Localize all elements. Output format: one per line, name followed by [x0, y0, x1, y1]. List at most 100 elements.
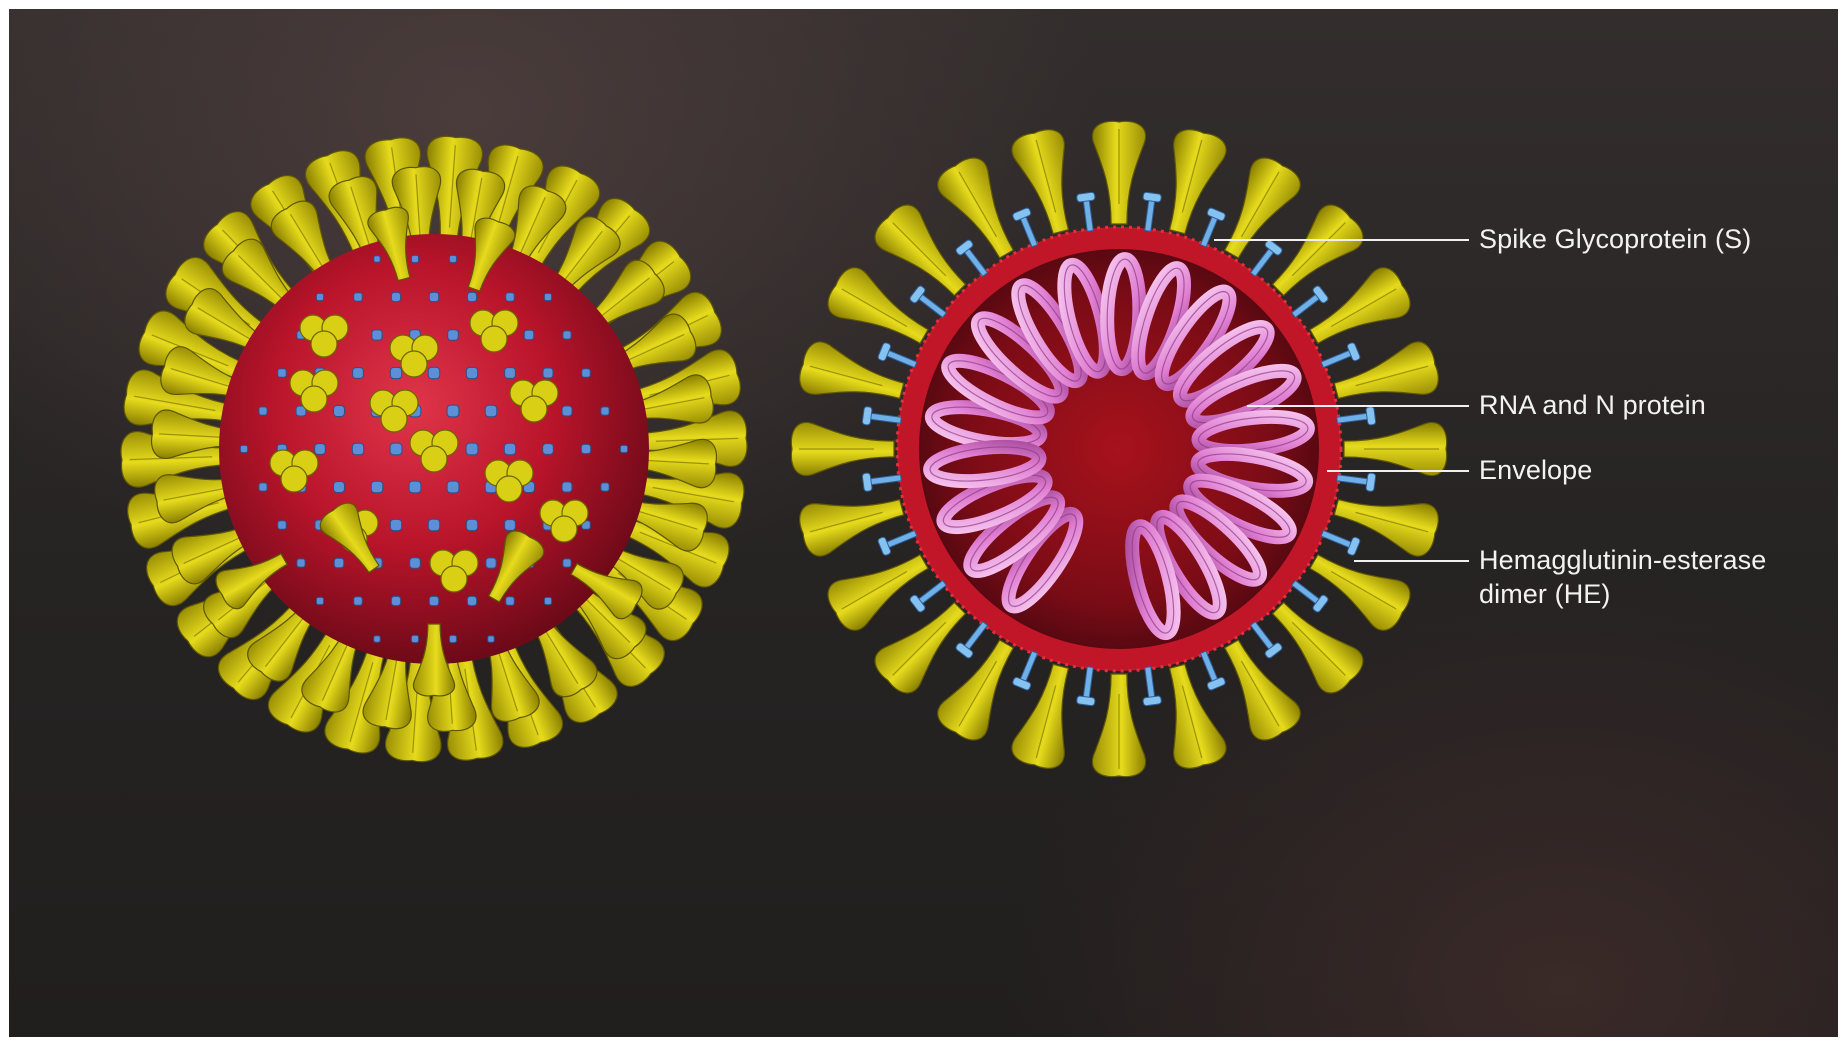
hemagglutinin-esterase-dimer — [466, 291, 478, 303]
hemagglutinin-esterase-dimer — [258, 406, 268, 416]
spike-glycoprotein-top — [429, 549, 479, 593]
hemagglutinin-esterase-dimer — [861, 406, 902, 426]
hemagglutinin-esterase-dimer — [1336, 406, 1377, 426]
illustration-frame: Spike Glycoprotein (S) RNA and N protein… — [9, 9, 1838, 1037]
spike-glycoprotein-top — [389, 334, 439, 378]
hemagglutinin-esterase-dimer — [352, 367, 364, 379]
full-virion — [120, 135, 748, 763]
spike-glycoprotein-label: Spike Glycoprotein (S) — [1479, 224, 1752, 254]
hemagglutinin-esterase-dimer — [523, 329, 535, 341]
hemagglutinin-esterase-dimer — [239, 444, 249, 454]
spike-glycoprotein — [1271, 601, 1364, 694]
hemagglutinin-esterase-dimer — [427, 366, 441, 380]
hemagglutinin-esterase-dimer — [428, 595, 440, 607]
hemagglutinin-esterase-dimer — [1336, 472, 1377, 492]
hemagglutinin-esterase-dimer — [373, 635, 381, 643]
spike-callout-line — [1214, 239, 1469, 241]
hemagglutinin-esterase-dimer — [295, 405, 307, 417]
spike-glycoprotein-top — [289, 369, 339, 413]
hemagglutinin-esterase-dimer — [408, 480, 422, 494]
spike-glycoprotein-top — [539, 499, 589, 543]
spike-glycoprotein — [1011, 663, 1070, 769]
hemagglutinin-esterase-dimer — [542, 443, 554, 455]
hemagglutinin-esterase-dimer — [581, 368, 591, 378]
spike-glycoprotein — [1343, 422, 1448, 476]
he-callout-line — [1354, 560, 1469, 562]
spike-glycoprotein — [570, 562, 643, 620]
hemagglutinin-esterase-dimer — [353, 596, 363, 606]
hemagglutinin-esterase-dimer — [1012, 207, 1039, 248]
hemagglutinin-esterase-dimer — [448, 634, 458, 644]
spike-glycoprotein-top — [409, 429, 459, 473]
hemagglutinin-esterase-dimer — [619, 444, 629, 454]
spike-glycoprotein — [319, 502, 380, 574]
hemagglutinin-esterase-dimer — [277, 520, 287, 530]
hemagglutinin-esterase-dimer — [370, 480, 384, 494]
hemagglutinin-esterase-dimer — [1290, 285, 1329, 319]
spike-glycoprotein — [1092, 120, 1146, 225]
hemagglutinin-esterase-dimer — [1249, 239, 1283, 278]
hemagglutinin-esterase-dimer — [1142, 191, 1162, 232]
hemagglutinin-esterase-dimer — [258, 482, 268, 492]
hemagglutinin-esterase-dimer — [447, 329, 459, 341]
hemagglutinin-esterase-dimer — [600, 406, 610, 416]
hemagglutinin-esterase-dimer — [389, 442, 403, 456]
spike-glycoprotein — [467, 217, 516, 292]
spike-glycoprotein — [874, 601, 967, 694]
hemagglutinin-esterase-dimer — [909, 579, 948, 613]
rna-n-protein-label: RNA and N protein — [1479, 390, 1706, 420]
hemagglutinin-esterase-dimer — [1320, 342, 1361, 369]
hemagglutinin-esterase-dimer — [1199, 207, 1226, 248]
hemagglutinin-esterase-dimer — [333, 481, 345, 493]
spike-glycoprotein — [937, 157, 1015, 259]
hemagglutinin-esterase-dimer — [1012, 650, 1039, 691]
hemagglutinin-esterase-dimer — [314, 443, 326, 455]
hemagglutinin-esterase-dimer — [315, 292, 325, 302]
hemagglutinin-esterase-dimer — [390, 595, 402, 607]
spike-glycoprotein — [1271, 204, 1364, 297]
spike-glycoprotein — [1333, 341, 1439, 400]
spike-glycoprotein-top — [299, 314, 349, 358]
envelope-callout-line — [1327, 470, 1469, 472]
hemagglutinin-esterase-dimer — [503, 442, 517, 456]
hemagglutinin-esterase-dimer — [1076, 191, 1096, 232]
hemagglutinin-esterase-dimer — [1249, 620, 1283, 659]
hemagglutinin-esterase-dimer — [561, 481, 573, 493]
hemagglutinin-esterase-dimer — [296, 558, 306, 568]
spike-glycoprotein — [1309, 267, 1411, 345]
hemagglutinin-esterase-dimer — [543, 292, 553, 302]
hemagglutinin-esterase-label-line2: dimer (HE) — [1479, 579, 1611, 609]
hemagglutinin-esterase-dimer — [561, 405, 573, 417]
spike-glycoprotein-top — [509, 379, 559, 423]
hemagglutinin-esterase-dimer — [487, 635, 495, 643]
spike-glycoprotein — [937, 639, 1015, 741]
spike-glycoprotein — [151, 409, 251, 459]
spike-glycoprotein-top — [469, 309, 519, 353]
hemagglutinin-esterase-dimer — [409, 557, 421, 569]
spike-glycoprotein — [1309, 553, 1411, 631]
hemagglutinin-esterase-dimer — [600, 482, 610, 492]
hemagglutinin-esterase-dimer — [562, 330, 572, 340]
envelope-label: Envelope — [1479, 455, 1593, 485]
hemagglutinin-esterase-dimer — [351, 442, 365, 456]
hemagglutinin-esterase-label-line1: Hemagglutinin-esterase — [1479, 545, 1767, 575]
hemagglutinin-esterase-dimer — [861, 472, 902, 492]
hemagglutinin-esterase-dimer — [446, 404, 460, 418]
hemagglutinin-esterase-dimer — [484, 404, 498, 418]
spike-glycoprotein — [413, 623, 455, 697]
hemagglutinin-esterase-dimer — [333, 405, 345, 417]
hemagglutinin-esterase-dimer — [1320, 529, 1361, 556]
hemagglutinin-esterase-dimer — [505, 292, 515, 302]
hemagglutinin-esterase-dimer — [580, 443, 592, 455]
hemagglutinin-esterase-dimer — [465, 366, 479, 380]
hemagglutinin-esterase-dimer — [542, 367, 554, 379]
spike-glycoprotein — [1168, 663, 1227, 769]
hemagglutinin-esterase-dimer — [333, 557, 345, 569]
hemagglutinin-esterase-dimer — [410, 634, 420, 644]
hemagglutinin-esterase-dimer — [466, 595, 478, 607]
hemagglutinin-esterase-dimer — [371, 329, 383, 341]
spike-glycoprotein — [1223, 639, 1301, 741]
spike-glycoprotein — [874, 204, 967, 297]
spike-glycoprotein — [790, 422, 895, 476]
hemagglutinin-esterase-dimer — [955, 239, 989, 278]
